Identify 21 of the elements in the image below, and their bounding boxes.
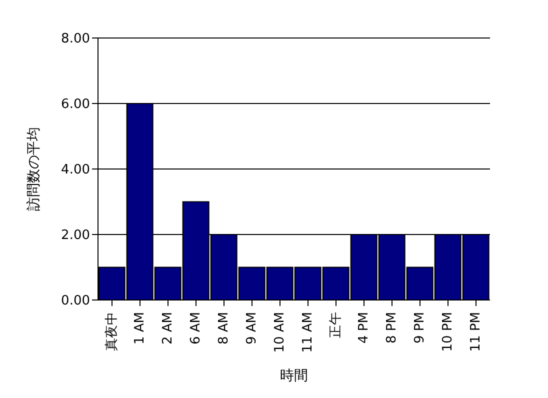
x-tick-label: 1 AM — [132, 312, 148, 345]
y-tick-label: 0.00 — [61, 294, 90, 309]
x-tick-label: 10 AM — [272, 312, 288, 353]
x-axis-title: 時間 — [280, 368, 308, 384]
y-tick-label: 4.00 — [61, 162, 90, 178]
x-tick-label: 4 PM — [356, 312, 372, 344]
y-tick-label: 2.00 — [61, 228, 90, 244]
x-tick-label: 6 AM — [188, 312, 204, 345]
y-tick-label: 8.00 — [61, 32, 90, 47]
x-tick-label: 9 AM — [244, 312, 260, 345]
y-tick-label: 6.00 — [61, 97, 90, 112]
x-tick-label: 11 AM — [300, 312, 316, 353]
x-tick-label: 10 PM — [440, 312, 456, 352]
x-tick-label: 8 PM — [384, 312, 400, 344]
x-tick-label: 正午 — [328, 312, 344, 338]
y-axis-title: 訪問数の平均 — [26, 127, 42, 211]
x-tick-label: 9 PM — [412, 312, 428, 344]
x-tick-label: 2 AM — [160, 312, 176, 345]
x-tick-label: 8 AM — [216, 312, 232, 345]
x-tick-label: 真夜中 — [104, 312, 120, 351]
x-tick-label: 11 PM — [468, 312, 484, 352]
